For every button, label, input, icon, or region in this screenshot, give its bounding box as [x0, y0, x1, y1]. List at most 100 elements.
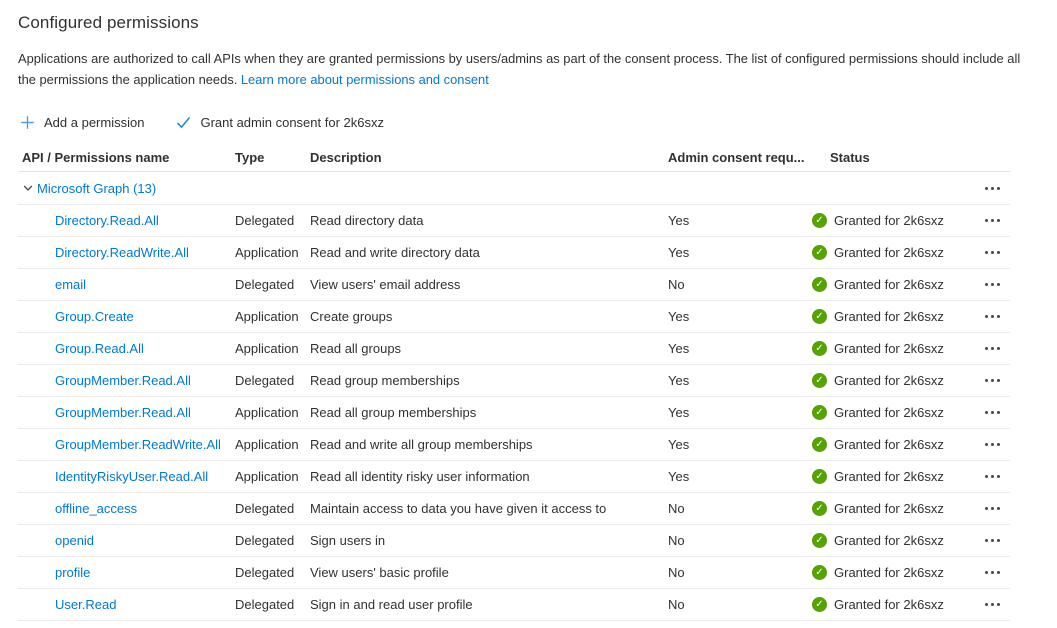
admin-consent-required-value: Yes [668, 213, 690, 228]
permission-name-cell: Group.Create [18, 309, 235, 324]
add-permission-label: Add a permission [44, 115, 145, 130]
actions-cell [974, 245, 1010, 260]
granted-check-icon: ✓ [812, 469, 827, 484]
header-api-permissions-name: API / Permissions name [22, 149, 170, 165]
admin-consent-required-value: No [668, 565, 685, 580]
table-row: GroupMember.ReadWrite.All Application Re… [18, 429, 1010, 461]
table-row: IdentityRiskyUser.Read.All Application R… [18, 461, 1010, 493]
permission-name-cell: IdentityRiskyUser.Read.All [18, 469, 235, 484]
actions-cell [974, 277, 1010, 292]
more-options-button[interactable] [981, 341, 1004, 356]
status-cell: ✓ Granted for 2k6sxz [812, 597, 974, 612]
permission-type: Application [235, 245, 299, 260]
admin-consent-required-value: Yes [668, 341, 690, 356]
more-options-button[interactable] [981, 501, 1004, 516]
learn-more-link[interactable]: Learn more about permissions and consent [240, 72, 489, 87]
permission-type: Delegated [235, 565, 295, 580]
actions-cell [974, 597, 1010, 612]
permission-name-link[interactable]: GroupMember.Read.All [55, 405, 191, 420]
permission-name-cell: User.Read [18, 597, 235, 612]
more-options-button[interactable] [981, 309, 1004, 324]
permission-name-link[interactable]: offline_access [55, 501, 138, 516]
admin-consent-required-value: Yes [668, 309, 690, 324]
status-text: Granted for 2k6sxz [834, 277, 944, 292]
permission-name-cell: GroupMember.Read.All [18, 405, 235, 420]
permission-description: Read directory data [310, 213, 424, 228]
permission-type: Delegated [235, 501, 295, 516]
permission-name-link[interactable]: Directory.ReadWrite.All [55, 245, 189, 260]
status-cell: ✓ Granted for 2k6sxz [812, 373, 974, 388]
permission-name-link[interactable]: Directory.Read.All [55, 213, 159, 228]
table-row: profile Delegated View users' basic prof… [18, 557, 1010, 589]
permission-description: View users' basic profile [310, 565, 449, 580]
more-options-button[interactable] [981, 437, 1004, 452]
header-type: Type [235, 149, 265, 165]
permission-name-link[interactable]: profile [55, 565, 91, 580]
granted-check-icon: ✓ [812, 277, 827, 292]
granted-check-icon: ✓ [812, 245, 827, 260]
permission-name-link[interactable]: IdentityRiskyUser.Read.All [55, 469, 209, 484]
table-row: Directory.ReadWrite.All Application Read… [18, 237, 1010, 269]
permission-description: Create groups [310, 309, 393, 324]
table-body: Directory.Read.All Delegated Read direct… [18, 205, 1010, 621]
granted-check-icon: ✓ [812, 437, 827, 452]
api-group-cell: Microsoft Graph (13) [18, 181, 974, 196]
actions-cell [974, 501, 1010, 516]
admin-consent-required-value: Yes [668, 437, 690, 452]
granted-check-icon: ✓ [812, 309, 827, 324]
status-cell: ✓ Granted for 2k6sxz [812, 405, 974, 420]
more-options-button[interactable] [981, 277, 1004, 292]
more-options-button[interactable] [981, 469, 1004, 484]
permission-type: Delegated [235, 213, 295, 228]
admin-consent-required-value: Yes [668, 245, 690, 260]
more-options-button[interactable] [981, 405, 1004, 420]
check-icon [176, 116, 191, 129]
permission-type: Delegated [235, 277, 295, 292]
permission-description: Read and write directory data [310, 245, 480, 260]
permission-type: Application [235, 341, 299, 356]
permission-name-link[interactable]: openid [55, 533, 95, 548]
permission-name-link[interactable]: User.Read [55, 597, 117, 612]
table-row: Group.Read.All Application Read all grou… [18, 333, 1010, 365]
status-text: Granted for 2k6sxz [834, 213, 944, 228]
granted-check-icon: ✓ [812, 565, 827, 580]
status-text: Granted for 2k6sxz [834, 565, 944, 580]
permission-name-link[interactable]: email [55, 277, 87, 292]
status-text: Granted for 2k6sxz [834, 405, 944, 420]
table-row: User.Read Delegated Sign in and read use… [18, 589, 1010, 621]
permission-description: Read all groups [310, 341, 402, 356]
grant-admin-consent-label: Grant admin consent for 2k6sxz [200, 115, 384, 130]
more-options-button[interactable] [981, 213, 1004, 228]
permission-name-link[interactable]: GroupMember.Read.All [55, 373, 191, 388]
table-row: offline_access Delegated Maintain access… [18, 493, 1010, 525]
more-options-button[interactable] [981, 565, 1004, 580]
more-options-button[interactable] [981, 597, 1004, 612]
permission-name-cell: Directory.Read.All [18, 213, 235, 228]
table-row: email Delegated View users' email addres… [18, 269, 1010, 301]
permission-type: Delegated [235, 597, 295, 612]
granted-check-icon: ✓ [812, 533, 827, 548]
grant-admin-consent-button[interactable]: Grant admin consent for 2k6sxz [174, 111, 386, 134]
admin-consent-required-value: No [668, 533, 685, 548]
permission-type: Delegated [235, 373, 295, 388]
group-expand-toggle[interactable]: Microsoft Graph (13) [21, 181, 156, 196]
status-text: Granted for 2k6sxz [834, 469, 944, 484]
permission-name-link[interactable]: Group.Read.All [55, 341, 144, 356]
admin-consent-required-value: Yes [668, 469, 690, 484]
more-options-button[interactable] [981, 245, 1004, 260]
status-text: Granted for 2k6sxz [834, 309, 944, 324]
more-options-button[interactable] [981, 533, 1004, 548]
plus-icon [20, 115, 35, 130]
page-description: Applications are authorized to call APIs… [18, 48, 1023, 90]
more-options-button[interactable] [981, 373, 1004, 388]
add-permission-button[interactable]: Add a permission [18, 111, 146, 134]
permission-name-link[interactable]: GroupMember.ReadWrite.All [55, 437, 221, 452]
status-cell: ✓ Granted for 2k6sxz [812, 501, 974, 516]
actions-cell [974, 469, 1010, 484]
status-cell: ✓ Granted for 2k6sxz [812, 437, 974, 452]
status-text: Granted for 2k6sxz [834, 437, 944, 452]
more-options-button[interactable] [981, 181, 1004, 196]
permission-name-link[interactable]: Group.Create [55, 309, 134, 324]
header-admin-consent-required: Admin consent requ... [668, 149, 805, 165]
status-cell: ✓ Granted for 2k6sxz [812, 341, 974, 356]
